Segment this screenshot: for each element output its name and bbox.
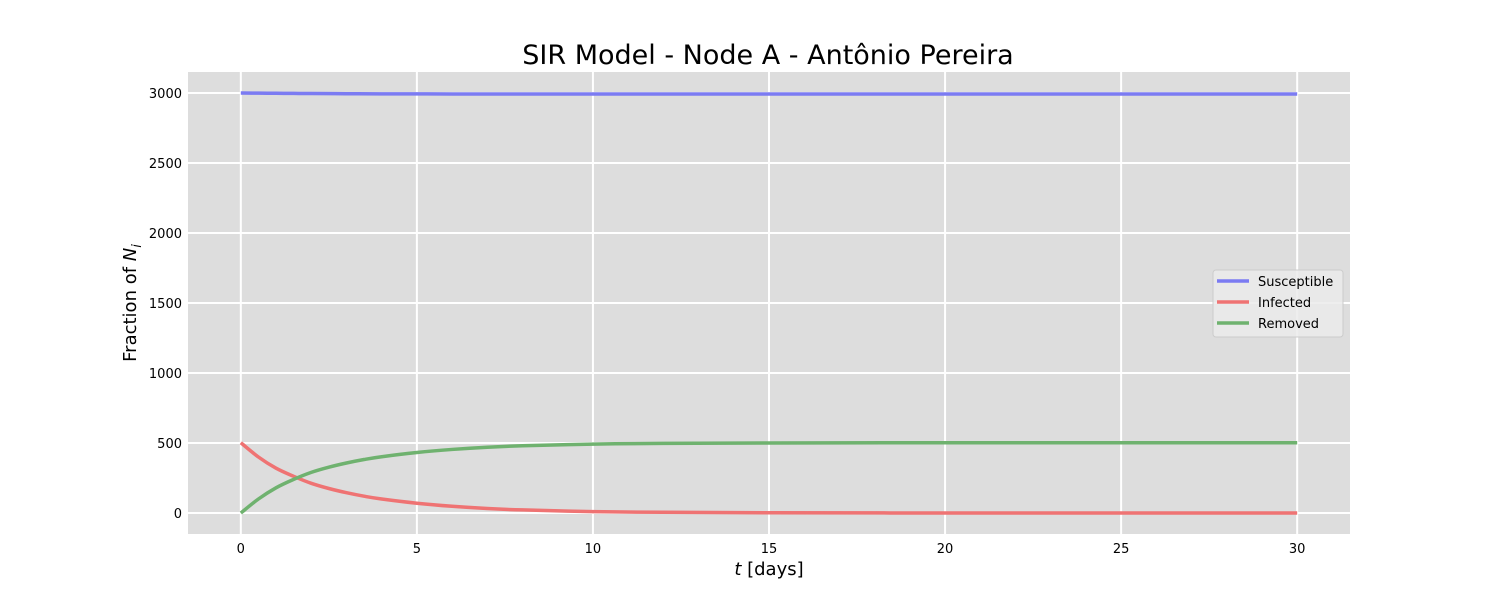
x-tick-label: 30: [1289, 542, 1306, 557]
y-axis-text: Fraction of: [120, 261, 141, 362]
y-tick-label: 3000: [149, 87, 182, 102]
series-line-infected: [239, 441, 1298, 515]
legend-label-infected: Infected: [1258, 296, 1311, 311]
series-line-susceptible: [240, 91, 1298, 96]
y-axis-variable: N: [120, 248, 141, 261]
legend-label-susceptible: Susceptible: [1258, 275, 1333, 290]
x-axis-unit: [days]: [741, 559, 803, 580]
series-lines: [239, 91, 1298, 515]
legend-label-removed: Removed: [1258, 317, 1319, 332]
y-axis-title: Fraction of Ni: [120, 244, 145, 362]
x-tick-label: 15: [761, 542, 778, 557]
x-tick-label: 0: [237, 542, 245, 557]
y-tick-label: 2500: [149, 157, 182, 172]
y-tick-label: 0: [174, 507, 182, 522]
x-axis-variable: t: [734, 559, 742, 580]
y-tick-label: 1500: [149, 297, 182, 312]
x-tick-label: 25: [1113, 542, 1130, 557]
legend: Susceptible Infected Removed: [1212, 269, 1344, 338]
x-tick-label: 5: [413, 542, 421, 557]
x-tick-labels: 0 5 10 15 20 25 30: [237, 542, 1306, 557]
x-tick-label: 20: [937, 542, 954, 557]
y-tick-label: 500: [157, 437, 182, 452]
y-axis-subscript: i: [130, 244, 145, 248]
chart-title: SIR Model - Node A - Antônio Pereira: [522, 40, 1013, 71]
y-tick-labels: 0 500 1000 1500 2000 2500 3000: [149, 87, 182, 522]
x-tick-label: 10: [585, 542, 602, 557]
x-axis-title: t [days]: [734, 559, 803, 580]
y-tick-label: 2000: [149, 227, 182, 242]
y-tick-label: 1000: [149, 367, 182, 382]
series-line-removed: [239, 440, 1298, 515]
legend-box: [1212, 269, 1344, 338]
